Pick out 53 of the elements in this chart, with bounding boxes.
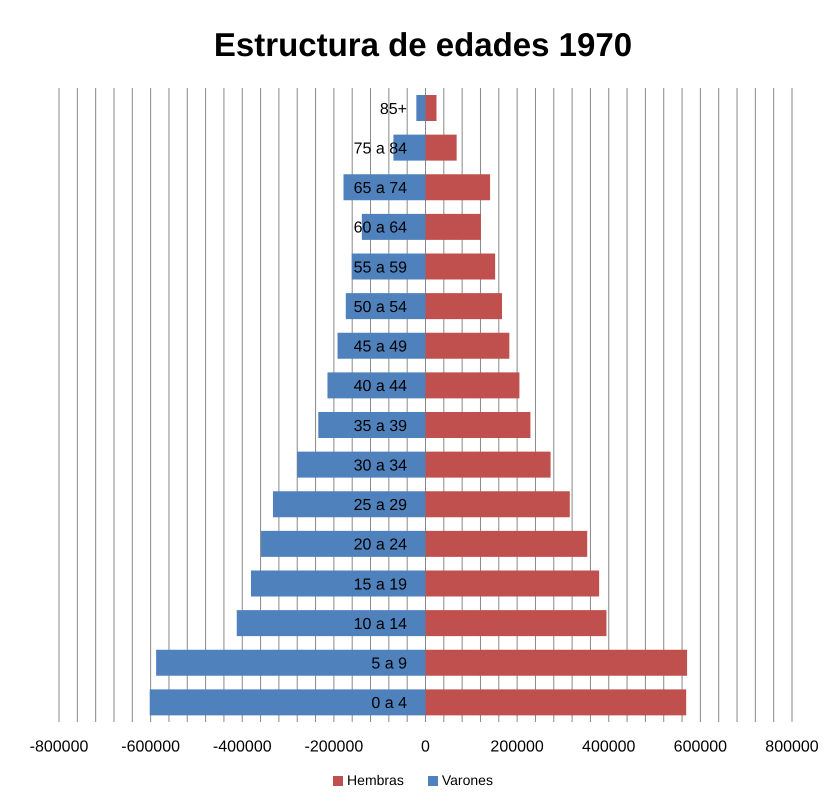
bar bbox=[426, 530, 588, 557]
y-tick-label: 55 a 59 bbox=[354, 259, 408, 276]
y-tick-label: 15 a 19 bbox=[354, 576, 408, 594]
bar bbox=[297, 452, 426, 478]
y-tick-label: 0 a 4 bbox=[371, 695, 408, 712]
bar bbox=[426, 650, 688, 676]
bar bbox=[426, 214, 481, 240]
x-tick-label: -800000 bbox=[30, 738, 88, 756]
bar bbox=[250, 570, 426, 596]
legend-label: Varones bbox=[442, 772, 493, 788]
bar bbox=[327, 372, 426, 398]
bar bbox=[426, 95, 436, 121]
bar bbox=[338, 332, 426, 359]
y-tick-label: 40 a 44 bbox=[354, 378, 408, 396]
bar bbox=[272, 491, 426, 518]
bar bbox=[236, 610, 426, 636]
bar bbox=[426, 452, 551, 478]
x-tick-label: 400000 bbox=[582, 738, 636, 756]
y-tick-label: 5 a 9 bbox=[371, 656, 408, 673]
bar bbox=[426, 610, 606, 636]
bar bbox=[426, 293, 502, 320]
bar bbox=[426, 689, 686, 716]
bar bbox=[426, 254, 496, 280]
bar bbox=[426, 174, 490, 200]
y-tick-label: 35 a 39 bbox=[354, 418, 408, 435]
y-tick-label: 25 a 29 bbox=[354, 497, 408, 514]
bar bbox=[426, 491, 570, 518]
bar bbox=[156, 650, 426, 676]
bar bbox=[426, 332, 510, 359]
x-tick-label: -200000 bbox=[304, 738, 364, 756]
x-tick-label: 0 bbox=[421, 738, 430, 756]
bar bbox=[318, 412, 426, 438]
bar bbox=[261, 530, 426, 557]
y-tick-label: 45 a 49 bbox=[354, 338, 408, 356]
y-tick-label: 10 a 14 bbox=[354, 616, 408, 633]
bar bbox=[426, 570, 600, 596]
legend-label: Hembras bbox=[347, 772, 404, 788]
x-tick-label: 800000 bbox=[765, 738, 819, 756]
x-tick-label: -400000 bbox=[212, 738, 272, 756]
bar bbox=[416, 95, 426, 121]
x-tick-label: 600000 bbox=[674, 738, 728, 756]
x-tick-label: -600000 bbox=[121, 738, 180, 756]
y-tick-label: 30 a 34 bbox=[354, 457, 408, 474]
bar bbox=[150, 689, 426, 716]
bar bbox=[426, 412, 530, 438]
x-tick-label: 200000 bbox=[490, 738, 544, 756]
y-tick-label: 65 a 74 bbox=[354, 180, 408, 198]
y-tick-label: 20 a 24 bbox=[354, 536, 408, 554]
chart-title: Estructura de edades 1970 bbox=[212, 26, 634, 64]
y-tick-label: 50 a 54 bbox=[354, 298, 408, 316]
bar bbox=[426, 372, 520, 398]
bar bbox=[426, 134, 457, 161]
y-tick-label: 85+ bbox=[380, 100, 407, 118]
